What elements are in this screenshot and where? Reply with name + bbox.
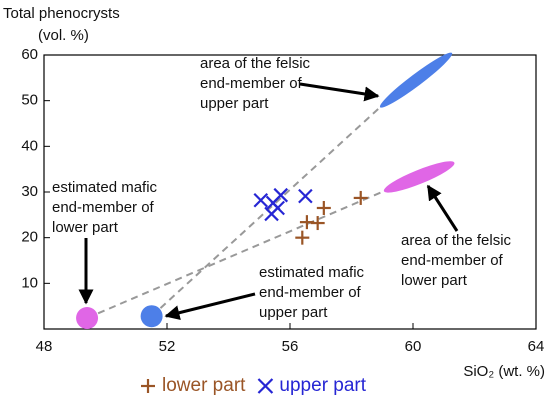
annotation: lower part <box>401 272 468 289</box>
y-tick-label: 50 <box>21 92 38 109</box>
y-tick-label: 60 <box>21 46 38 63</box>
y-axis-label: Total phenocrysts <box>3 5 120 22</box>
data-point <box>273 187 289 203</box>
annotation-arrow <box>164 292 256 321</box>
mafic-end-member <box>140 305 163 328</box>
data-point <box>253 192 269 208</box>
marker-stroke <box>253 192 269 208</box>
annotation: end-member of <box>401 252 504 269</box>
data-point <box>310 216 325 231</box>
y-tick-label: 30 <box>21 183 38 200</box>
marker-stroke <box>298 188 313 204</box>
x-tick-label: 56 <box>282 338 299 355</box>
data-point <box>295 230 310 245</box>
y-tick-label: 10 <box>21 274 38 291</box>
marker-stroke <box>270 200 285 216</box>
legend-marker <box>141 379 155 393</box>
trend-line <box>86 190 385 319</box>
annotation: upper part <box>200 95 269 112</box>
x-tick-label: 64 <box>528 338 545 355</box>
y-tick-label: 40 <box>21 137 38 154</box>
y-axis-label: (vol. %) <box>38 27 89 44</box>
data-point <box>270 200 285 216</box>
annotation: end-member of <box>200 75 303 92</box>
data-point <box>353 190 368 205</box>
annotation: area of the felsic <box>200 55 311 72</box>
x-tick-label: 52 <box>159 338 176 355</box>
mafic-end-member <box>76 307 99 330</box>
legend-label: lower part <box>162 375 246 396</box>
annotation: area of the felsic <box>401 232 512 249</box>
annotation-arrow <box>299 82 380 102</box>
marker-stroke <box>257 378 274 394</box>
trend-line <box>150 106 381 317</box>
legend-marker <box>257 378 274 394</box>
felsic-area <box>383 161 455 193</box>
felsic-area <box>379 52 453 108</box>
legend-label: upper part <box>279 375 366 396</box>
data-point <box>298 188 313 204</box>
y-tick-label: 20 <box>21 229 38 246</box>
annotation: upper part <box>259 304 328 321</box>
x-tick-label: 60 <box>405 338 422 355</box>
x-axis-label: SiO₂ (wt. %) <box>463 363 545 380</box>
annotation: end-member of <box>52 199 155 216</box>
annotation-arrow <box>426 184 459 232</box>
annotation: estimated mafic <box>52 179 158 196</box>
data-point <box>316 200 331 215</box>
annotation: end-member of <box>259 284 362 301</box>
annotation: estimated mafic <box>259 264 365 281</box>
x-tick-label: 48 <box>36 338 53 355</box>
marker-stroke <box>273 187 289 203</box>
annotation: lower part <box>52 219 119 236</box>
